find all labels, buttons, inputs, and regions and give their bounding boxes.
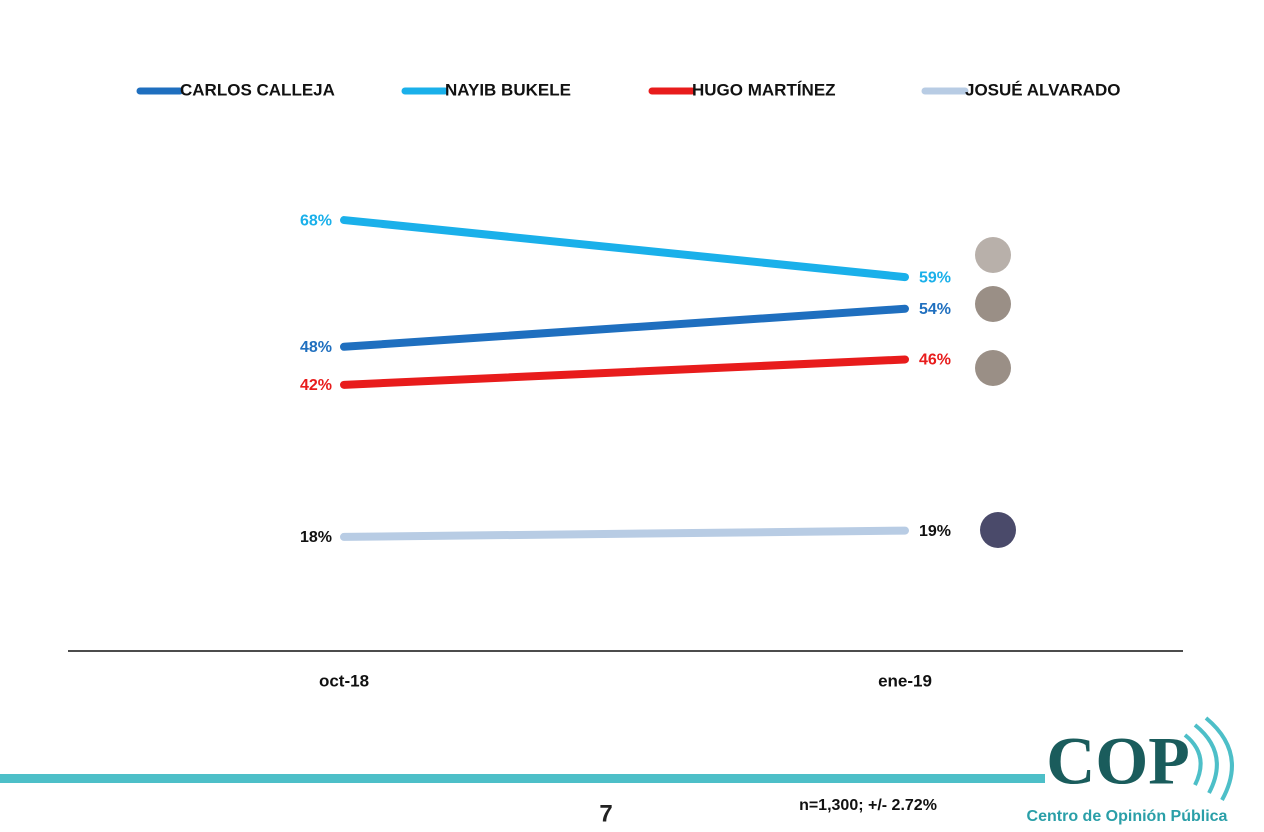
photo (975, 350, 1011, 386)
x-tick-label: oct-18 (319, 671, 369, 690)
photo (975, 237, 1011, 273)
series-line (340, 526, 909, 541)
series-line (340, 355, 909, 389)
x-tick-label: ene-19 (878, 671, 932, 690)
footer-bar (0, 774, 1045, 783)
photos (975, 237, 1016, 548)
data-label: 68% (300, 212, 332, 229)
data-label: 48% (300, 339, 332, 356)
data-label: 46% (919, 352, 951, 369)
logo-mark: COP (1046, 723, 1190, 799)
logo-waves (1183, 716, 1234, 801)
series-line (340, 216, 909, 282)
data-label: 42% (300, 377, 332, 394)
logo: COP Centro de Opinión Pública (1027, 716, 1234, 825)
photo (980, 512, 1016, 548)
data-label: 59% (919, 269, 951, 286)
data-label: 19% (919, 523, 951, 540)
logo-name: Centro de Opinión Pública (1027, 808, 1228, 825)
legend-label: HUGO MARTÍNEZ (692, 80, 836, 99)
data-label: 54% (919, 301, 951, 318)
series-line (340, 304, 909, 351)
data-label: 18% (300, 529, 332, 546)
legend-label: JOSUÉ ALVARADO (965, 80, 1121, 99)
legend-label: NAYIB BUKELE (445, 80, 571, 99)
page-number: 7 (599, 800, 612, 827)
photo (975, 286, 1011, 322)
legend-label: CARLOS CALLEJA (180, 80, 335, 99)
sample-note: n=1,300; +/- 2.72% (799, 797, 937, 814)
